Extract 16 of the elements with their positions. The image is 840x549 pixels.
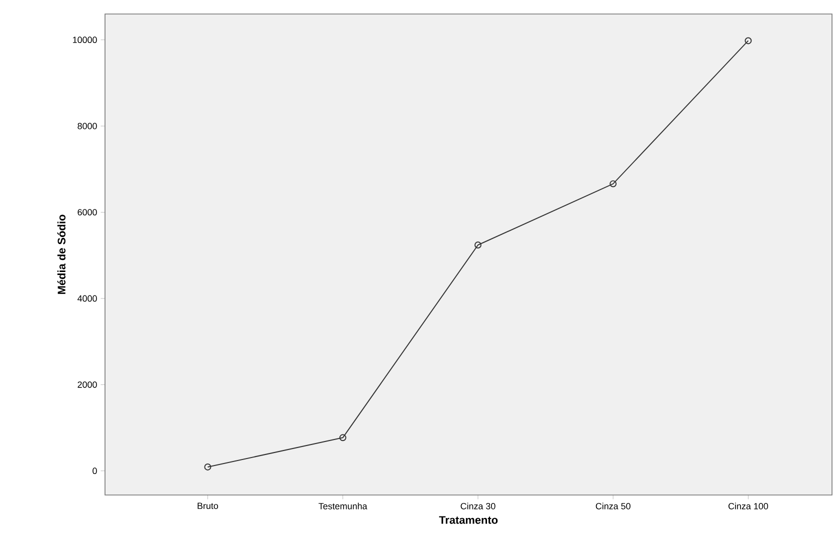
- y-tick-label: 6000: [78, 209, 97, 216]
- point: [474, 242, 482, 248]
- x-tick-label: Cinza 30: [460, 502, 496, 510]
- y-axis-title: Média de Sódio: [57, 214, 66, 294]
- x-tick-label: Cinza 50: [596, 502, 630, 510]
- y-tick-label: 0: [92, 468, 97, 474]
- x-tick-label: Cinza 100: [728, 502, 768, 510]
- point: [339, 434, 346, 442]
- point: [610, 180, 617, 188]
- y-tick-label: 8000: [78, 122, 97, 130]
- y-tick-label: 2000: [78, 381, 97, 388]
- y-tick-label: 4000: [77, 295, 97, 302]
- y-tick-label: 10000: [72, 36, 97, 44]
- x-tick-label: Testemunha: [318, 502, 368, 510]
- x-tick-label: Bruto: [198, 502, 218, 510]
- x-axis-title: Tratamento: [439, 516, 498, 524]
